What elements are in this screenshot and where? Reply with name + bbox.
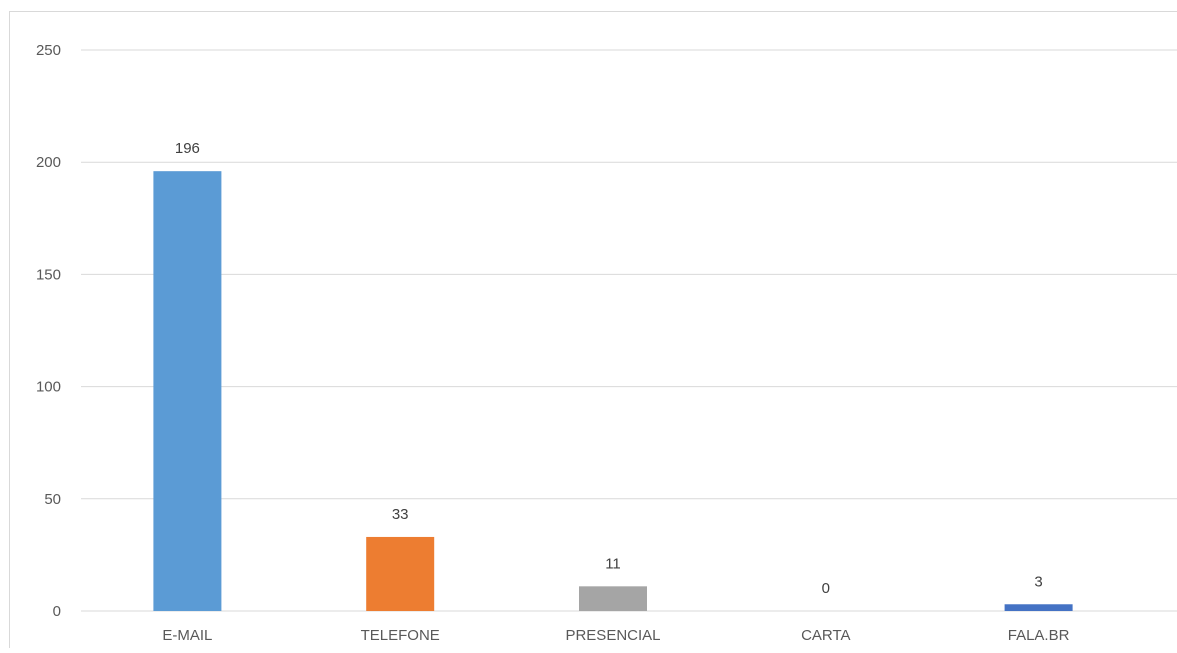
data-label: 33 xyxy=(392,506,409,523)
bars xyxy=(153,171,1073,611)
y-tick-label: 100 xyxy=(36,379,61,396)
bar-fala-br xyxy=(1004,604,1073,611)
y-tick-label: 50 xyxy=(44,491,61,508)
x-axis-labels: E-MAIL TELEFONE PRESENCIAL CARTA FALA.BR xyxy=(162,627,1069,644)
y-tick-label: 150 xyxy=(36,266,61,283)
x-tick-label: CARTA xyxy=(801,627,850,644)
bar-e-mail xyxy=(153,171,222,611)
x-tick-label: FALA.BR xyxy=(1008,627,1070,644)
data-label: 196 xyxy=(175,140,200,157)
data-label: 3 xyxy=(1034,573,1042,590)
y-tick-label: 200 xyxy=(36,154,61,171)
chart-border-top xyxy=(9,11,1177,12)
chart-border-left xyxy=(9,11,10,648)
x-tick-label: TELEFONE xyxy=(361,627,440,644)
x-tick-label: E-MAIL xyxy=(162,627,212,644)
y-tick-label: 250 xyxy=(36,42,61,59)
data-label: 11 xyxy=(605,555,621,572)
gridlines xyxy=(81,49,1177,612)
bar-presencial xyxy=(579,586,647,611)
data-label: 0 xyxy=(822,580,830,597)
bar-telefone xyxy=(366,536,435,611)
y-axis-ticks: 0 50 100 150 200 250 xyxy=(36,42,61,620)
y-tick-label: 0 xyxy=(53,603,61,620)
data-labels: 196 33 11 0 3 xyxy=(175,140,1043,597)
x-tick-label: PRESENCIAL xyxy=(565,627,660,644)
